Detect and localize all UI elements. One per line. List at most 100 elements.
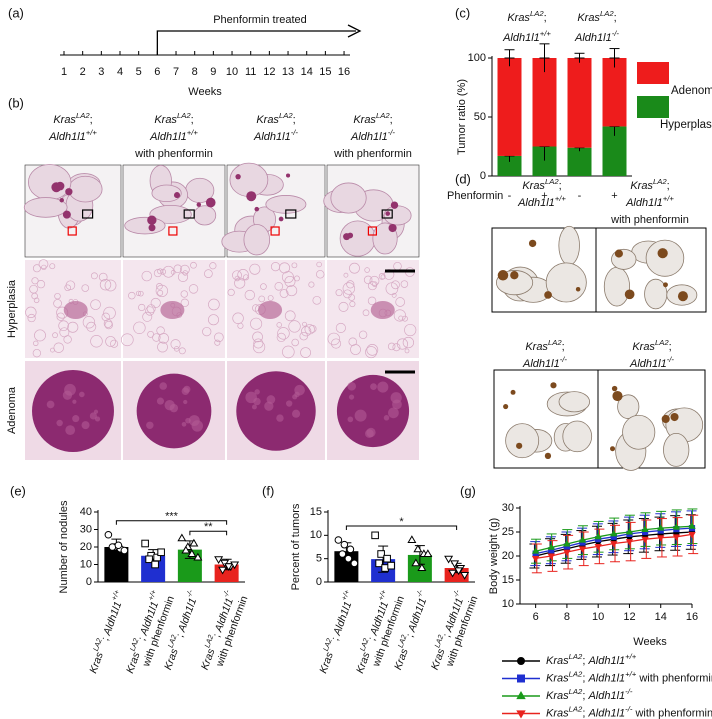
hyperplasia-box — [183, 209, 195, 219]
y-tick-label: 20 — [502, 550, 514, 562]
y-tick-label: 50 — [474, 111, 486, 123]
nodule-texture — [164, 400, 175, 411]
lung-lobe — [149, 204, 192, 224]
lung-lobe — [558, 225, 580, 266]
adenoma-nodule — [336, 374, 410, 448]
tick-label: 14 — [301, 66, 313, 78]
nodule-texture — [354, 409, 367, 422]
marker — [657, 535, 665, 542]
significance-label: ** — [204, 521, 213, 533]
alveolus — [153, 269, 162, 278]
tumor-spot — [59, 197, 64, 203]
tumor-spot — [390, 201, 399, 209]
alveolus — [366, 343, 379, 356]
text-run: Aldh1l1 — [149, 131, 187, 143]
text-run: with phenformin — [610, 214, 689, 226]
y-tick-label: 30 — [80, 523, 92, 535]
tumor-spot — [205, 197, 216, 208]
label-text: KrasLA2; — [630, 177, 669, 192]
marker — [193, 552, 203, 561]
stained-tumor — [612, 390, 623, 402]
text-run: +/+ — [377, 588, 389, 602]
tumor-spot — [173, 192, 181, 199]
lung-lobe — [330, 182, 367, 214]
marker — [672, 523, 681, 530]
text-run: -/- — [560, 355, 568, 364]
marker — [371, 531, 379, 540]
alveolus — [227, 288, 235, 297]
text-run: Aldh1l1 — [574, 32, 612, 44]
nodule-texture — [291, 409, 301, 418]
alveolus — [177, 271, 189, 282]
marker — [114, 541, 123, 550]
alveolus — [277, 327, 290, 340]
alveolus — [342, 282, 356, 295]
nodule-texture — [347, 416, 354, 423]
bar-segment — [532, 58, 557, 147]
alveolus — [103, 306, 116, 320]
alveolus — [54, 292, 61, 300]
alveolus — [276, 322, 282, 328]
nodule-texture — [159, 382, 167, 390]
marker — [230, 561, 240, 570]
alveolus — [179, 264, 190, 275]
stained-tumor — [670, 412, 679, 422]
label-text: KrasLA2; Aldh1l1-/- — [546, 687, 633, 702]
y-tick-label: 25 — [502, 526, 514, 538]
label-text: Aldh1l1-/- — [253, 128, 298, 143]
lesion — [370, 301, 395, 319]
legend-label: Hyperplasia — [660, 119, 712, 131]
label-text: KrasLA2; Aldh1l1-/- with phenformin — [546, 704, 712, 719]
stained-tumor — [663, 282, 668, 288]
text-run: +/+ — [86, 128, 98, 137]
text-run: +/+ — [110, 588, 122, 602]
text-run: ; — [293, 114, 296, 126]
marker — [460, 572, 470, 580]
text-run: ; — [136, 633, 149, 643]
stained-tumor — [497, 270, 509, 281]
alveolus — [142, 311, 153, 322]
alveolus — [157, 289, 164, 296]
alveolus — [138, 303, 146, 312]
tumor-spot — [147, 215, 157, 225]
hyperplasia-box — [381, 209, 393, 219]
alveolus — [282, 345, 295, 359]
lung-lobe — [558, 391, 591, 413]
text-run: LA2 — [166, 634, 179, 649]
text-run: Kras — [525, 341, 548, 353]
alveolus — [138, 290, 144, 297]
text-run: ; — [210, 629, 223, 639]
text-run: ; — [90, 114, 93, 126]
label-text: Aldh1l1+/+ — [149, 128, 198, 143]
alveolus — [38, 259, 49, 269]
marker — [516, 710, 526, 719]
nodule-texture — [72, 415, 80, 423]
text-run: with phenformin — [636, 672, 712, 684]
alveolus — [56, 312, 65, 321]
label-text: KrasLA2; Aldh1l1+/+ with phenformin — [546, 669, 712, 684]
text-run: LA2 — [128, 637, 141, 652]
alveolus — [348, 337, 358, 347]
text-run: LA2 — [600, 9, 614, 18]
tumor-spot — [196, 202, 202, 207]
text-run: Kras — [353, 114, 376, 126]
alveolus — [312, 295, 322, 305]
marker — [145, 555, 153, 564]
alveolus — [250, 317, 263, 330]
adenoma-box — [367, 226, 377, 236]
alveolus — [110, 339, 119, 348]
nodule-texture — [251, 404, 257, 410]
stained-tumor — [544, 452, 552, 459]
text-run: LA2 — [177, 111, 191, 120]
alveolus — [242, 274, 249, 281]
label-text: KrasLA2; — [522, 177, 561, 192]
marker — [688, 531, 696, 539]
label-text: KrasLA2; — [525, 338, 564, 353]
alveolus — [128, 291, 136, 300]
alveolus — [157, 268, 164, 275]
alveolus — [207, 314, 220, 326]
alveolus — [31, 277, 39, 285]
alveolus — [170, 270, 176, 275]
marker — [531, 547, 540, 554]
text-run: Aldh1l1 — [405, 596, 429, 634]
